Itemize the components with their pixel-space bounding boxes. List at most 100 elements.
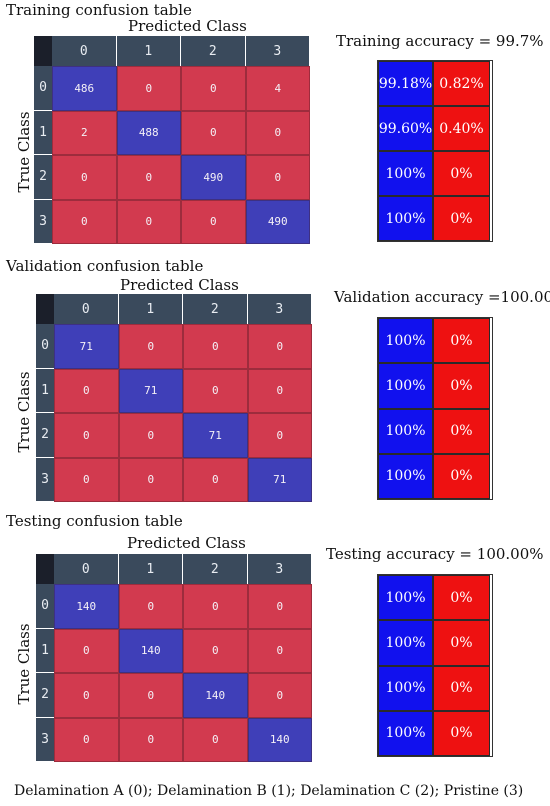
training-correct-rate-cell: 99.60% [378,106,433,151]
validation-confusion-cell: 0 [54,457,119,502]
testing-confusion-cell: 0 [183,628,248,673]
testing-predicted-class-header: 1 [118,554,182,584]
validation-predicted-class-header: 1 [118,294,182,324]
validation-section-title: Validation confusion table [6,257,204,275]
testing-confusion-cell: 0 [247,628,312,673]
testing-predicted-class-header: 0 [54,554,118,584]
testing-true-class-header: 2 [36,673,54,717]
validation-confusion-cell: 71 [54,324,119,369]
validation-confusion-cell: 0 [247,324,312,369]
training-correct-rate-cell: 99.18% [378,61,433,106]
training-confusion-cell: 486 [52,66,117,111]
training-correct-rate-cell: 100% [378,196,433,241]
validation-error-rate-cell: 0% [433,408,490,454]
testing-confusion-cell: 140 [54,584,119,629]
class-legend: Delamination A (0); Delamination B (1); … [14,783,524,799]
training-confusion-cell: 0 [116,199,181,244]
testing-confusion-cell: 140 [247,717,312,762]
training-predicted-class-header: 1 [116,36,180,66]
training-confusion-cell: 0 [181,110,246,155]
training-confusion-cell: 0 [181,199,246,244]
training-true-class-header: 2 [34,155,52,199]
training-accuracy-table: 99.18% 0.82% 99.60% 0.40% 100% 0% 100% 0% [377,60,493,242]
testing-confusion-matrix: 0 0 1 1 2 2 3 3 140 0 0 0 0 140 0 0 0 0 140 0 0 0 0 140 [36,554,312,762]
training-confusion-cell: 0 [52,199,117,244]
validation-confusion-cell: 0 [118,324,183,369]
testing-confusion-cell: 0 [247,584,312,629]
validation-error-rate-cell: 0% [433,318,490,364]
validation-true-class-label: True Class [15,371,33,453]
testing-error-rate-cell: 0% [433,665,490,711]
testing-correct-rate-cell: 100% [378,575,433,621]
validation-accuracy-table: 100% 0% 100% 0% 100% 0% 100% 0% [377,317,493,500]
validation-confusion-cell: 0 [183,368,248,413]
validation-confusion-cell: 0 [118,413,183,458]
validation-confusion-cell: 0 [247,413,312,458]
training-error-rate-cell: 0% [433,151,490,196]
training-confusion-cell: 0 [181,66,246,111]
testing-confusion-cell: 0 [183,584,248,629]
validation-predicted-class-label: Predicted Class [120,276,239,294]
training-matrix-corner [34,36,52,66]
testing-correct-rate-cell: 100% [378,620,433,666]
testing-true-class-label: True Class [15,623,33,705]
validation-error-rate-cell: 0% [433,363,490,409]
training-true-class-header: 1 [34,110,52,154]
validation-confusion-cell: 0 [54,413,119,458]
validation-confusion-cell: 0 [183,457,248,502]
validation-predicted-class-header: 2 [183,294,247,324]
testing-accuracy-label: Testing accuracy = 100.00% [326,545,544,563]
validation-true-class-header: 3 [36,457,54,501]
validation-correct-rate-cell: 100% [378,363,433,409]
training-confusion-cell: 0 [116,66,181,111]
validation-accuracy-label: Validation accuracy =100.00% [334,288,550,306]
testing-correct-rate-cell: 100% [378,710,433,756]
testing-error-rate-cell: 0% [433,710,490,756]
validation-error-rate-cell: 0% [433,453,490,499]
training-confusion-cell: 488 [116,110,181,155]
training-true-class-header: 0 [34,66,52,110]
training-true-class-header: 3 [34,199,52,243]
training-error-rate-cell: 0% [433,196,490,241]
validation-confusion-cell: 0 [54,368,119,413]
testing-confusion-cell: 0 [118,717,183,762]
training-confusion-matrix: 0 0 1 1 2 2 3 3 486 0 0 4 2 488 0 0 0 0 490 0 0 0 0 490 [34,36,310,244]
testing-confusion-cell: 0 [54,717,119,762]
testing-confusion-cell: 0 [183,717,248,762]
validation-predicted-class-header: 0 [54,294,118,324]
training-error-rate-cell: 0.82% [433,61,490,106]
testing-true-class-header: 0 [36,584,54,628]
testing-confusion-cell: 140 [118,628,183,673]
validation-correct-rate-cell: 100% [378,453,433,499]
training-true-class-label: True Class [15,111,33,193]
testing-confusion-cell: 0 [54,628,119,673]
validation-confusion-cell: 0 [118,457,183,502]
training-confusion-cell: 0 [245,110,310,155]
testing-accuracy-table: 100% 0% 100% 0% 100% 0% 100% 0% [377,574,493,757]
validation-confusion-cell: 71 [247,457,312,502]
training-confusion-cell: 490 [245,199,310,244]
training-predicted-class-header: 3 [245,36,309,66]
validation-confusion-cell: 71 [118,368,183,413]
testing-confusion-cell: 0 [54,673,119,718]
testing-confusion-cell: 0 [118,673,183,718]
training-error-rate-cell: 0.40% [433,106,490,151]
training-confusion-cell: 0 [116,155,181,200]
validation-confusion-cell: 0 [183,324,248,369]
testing-predicted-class-label: Predicted Class [127,534,246,552]
testing-matrix-corner [36,554,54,584]
validation-correct-rate-cell: 100% [378,318,433,364]
validation-matrix-corner [36,294,54,324]
validation-confusion-cell: 71 [183,413,248,458]
testing-correct-rate-cell: 100% [378,665,433,711]
testing-error-rate-cell: 0% [433,575,490,621]
training-correct-rate-cell: 100% [378,151,433,196]
testing-section-title: Testing confusion table [6,512,183,530]
training-predicted-class-header: 0 [52,36,116,66]
testing-error-rate-cell: 0% [433,620,490,666]
training-predicted-class-header: 2 [181,36,245,66]
testing-true-class-header: 3 [36,717,54,761]
validation-true-class-header: 0 [36,324,54,368]
validation-confusion-matrix: 0 0 1 1 2 2 3 3 71 0 0 0 0 71 0 0 0 0 71 0 0 0 0 71 [36,294,312,502]
testing-predicted-class-header: 2 [183,554,247,584]
